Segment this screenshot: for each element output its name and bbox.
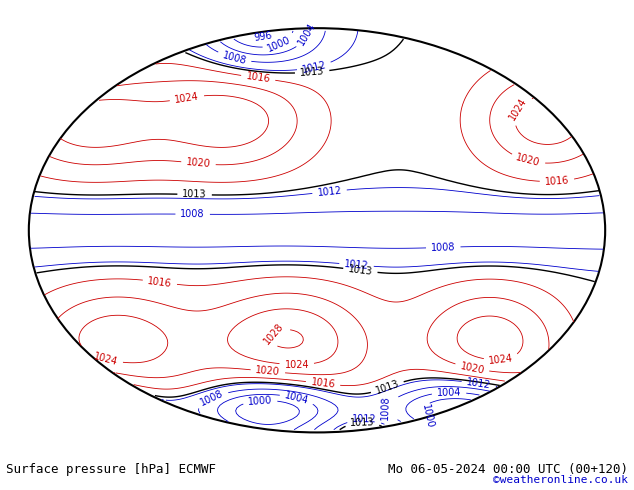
Text: 1024: 1024 (488, 353, 514, 366)
Text: 1012: 1012 (466, 377, 492, 391)
Text: 1004: 1004 (283, 390, 310, 406)
Text: 1004: 1004 (437, 387, 462, 398)
Text: 996: 996 (254, 30, 273, 43)
Text: 1016: 1016 (545, 175, 569, 187)
Text: 1016: 1016 (245, 71, 271, 85)
Text: 1024: 1024 (285, 360, 309, 369)
Text: 1012: 1012 (301, 60, 327, 74)
Text: 1020: 1020 (459, 361, 485, 375)
Text: 1008: 1008 (431, 242, 456, 253)
Text: 1008: 1008 (198, 389, 225, 408)
Text: 1012: 1012 (344, 259, 369, 271)
Text: 1004: 1004 (297, 21, 318, 47)
Text: 1024: 1024 (174, 91, 200, 105)
Text: 1012: 1012 (352, 415, 377, 425)
Text: 1008: 1008 (221, 50, 247, 66)
Text: 1000: 1000 (266, 34, 293, 53)
Text: 1020: 1020 (255, 365, 281, 377)
Text: Surface pressure [hPa] ECMWF: Surface pressure [hPa] ECMWF (6, 463, 216, 476)
Text: 1016: 1016 (310, 377, 336, 390)
Text: 1016: 1016 (147, 275, 172, 289)
Text: ©weatheronline.co.uk: ©weatheronline.co.uk (493, 475, 628, 485)
Text: 1000: 1000 (420, 403, 436, 429)
Text: 1013: 1013 (347, 264, 373, 277)
Text: 1013: 1013 (300, 66, 325, 78)
Text: 1013: 1013 (374, 379, 401, 396)
Text: 1008: 1008 (380, 395, 391, 420)
Text: 1000: 1000 (247, 395, 273, 407)
Text: 1020: 1020 (186, 157, 211, 170)
Text: 1028: 1028 (262, 321, 285, 346)
Text: 1013: 1013 (350, 417, 375, 428)
Ellipse shape (29, 28, 605, 433)
Text: 1024: 1024 (508, 96, 529, 122)
Text: 1013: 1013 (182, 189, 207, 200)
Text: 1012: 1012 (317, 185, 342, 198)
Text: 1024: 1024 (93, 351, 119, 368)
Text: Mo 06-05-2024 00:00 UTC (00+120): Mo 06-05-2024 00:00 UTC (00+120) (387, 463, 628, 476)
Text: 1020: 1020 (515, 153, 541, 169)
Text: 1008: 1008 (181, 209, 205, 220)
